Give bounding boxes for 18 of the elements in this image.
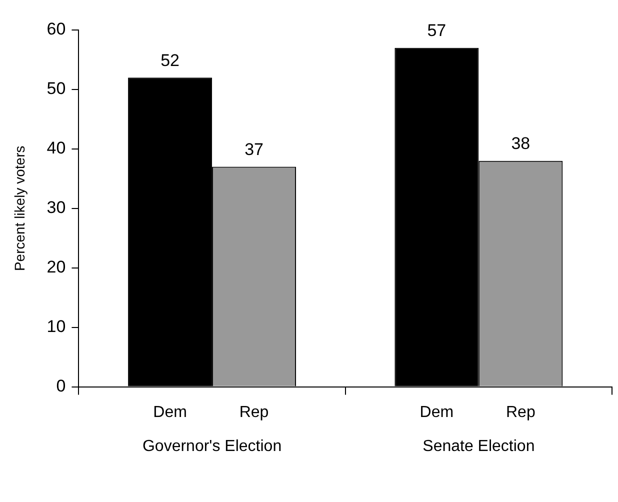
text: Rep [506,404,536,422]
series-label: Dem [153,404,187,422]
data-label: 38 [511,134,530,154]
y-tick-label: 20 [46,258,66,277]
y-tick-label: 30 [46,198,66,218]
series-label: Rep [239,404,269,422]
y-tick-label: 50 [46,79,66,98]
y-tick-label: 60 [46,20,66,39]
y-tick-label: 0 [56,376,66,396]
data-label: 52 [160,50,180,70]
y-tick-label: 10 [46,317,66,336]
y-tick-label: 40 [46,138,66,158]
y-axis-title: Percent likely voters [11,146,28,272]
x-tick-label: Governor's Election [142,438,282,455]
data-label: 37 [244,140,264,159]
data-label: 57 [427,21,446,40]
text: Dem [420,404,454,422]
x-tick-label: Senate Election [422,438,535,455]
